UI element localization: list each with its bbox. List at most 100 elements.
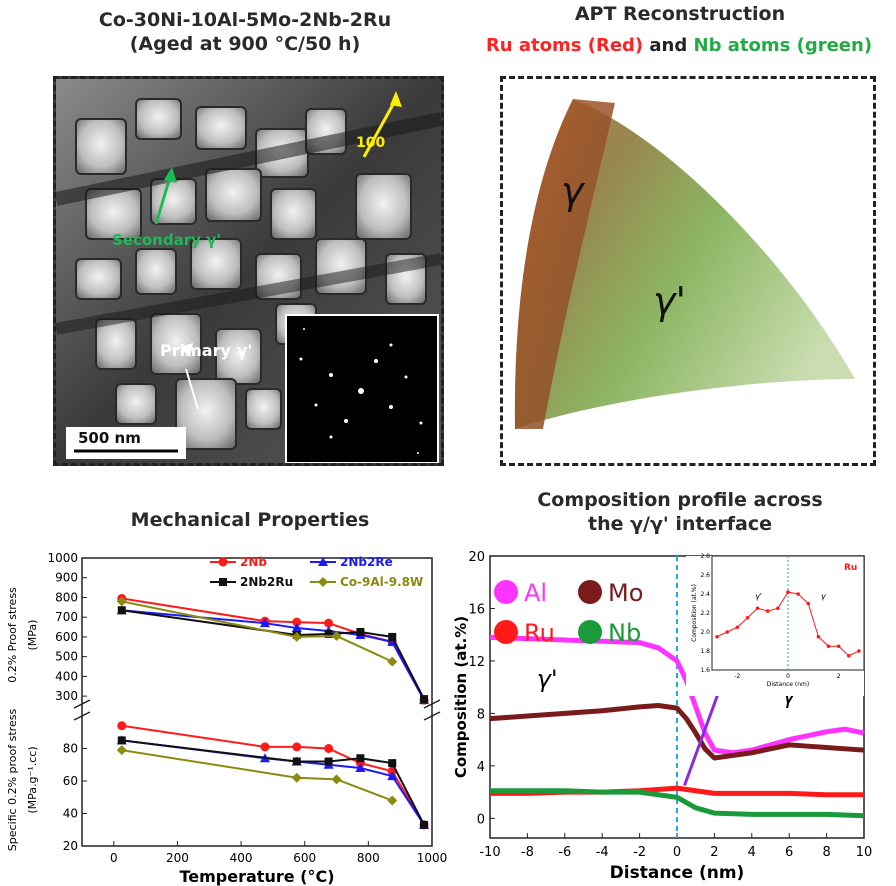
y-tick-label: 40	[63, 807, 78, 821]
inset-title: Ru	[844, 563, 857, 573]
data-point-bottom	[331, 774, 342, 785]
inset-y-tick-label: 2.6	[700, 572, 710, 579]
x-tick-label: 1000	[417, 851, 448, 865]
data-point-bottom	[324, 744, 334, 753]
tem-title-line1: Co-30Ni-10Al-5Mo-2Nb-2Ru	[98, 9, 392, 31]
data-point-bottom	[260, 742, 270, 752]
inset-gamma-label: γ	[821, 592, 827, 601]
inset-ru-point	[755, 606, 760, 611]
data-point-top	[387, 656, 398, 667]
scale-bar-label: 500 nm	[78, 429, 141, 447]
precipitate-cube	[135, 248, 177, 295]
comp-title-line1: Composition profile across	[537, 489, 823, 511]
data-point-top	[292, 617, 302, 627]
y-tick-label: 80	[63, 742, 78, 756]
y-tick-label: 12	[468, 655, 485, 670]
inset-gamma-prime-label: γ'	[755, 592, 762, 601]
data-point-top	[291, 631, 302, 642]
y-tick-label: 20	[63, 839, 78, 853]
inset-ru-point	[826, 644, 831, 649]
inset-x-axis-label: Distance (nm)	[767, 681, 809, 688]
y-axis-label-bottom: Specific 0.2% proof stress	[6, 709, 19, 852]
legend-marker	[318, 557, 328, 566]
profile-line-nb	[490, 788, 865, 819]
axis-break-mark	[73, 699, 91, 709]
precipitate-cube	[75, 258, 122, 300]
x-tick-label: -4	[596, 845, 609, 860]
inset-y-tick-label: 1.8	[700, 648, 710, 655]
data-point-bottom	[291, 772, 302, 783]
legend-label: Al	[524, 579, 547, 607]
inset-ru-point	[786, 590, 790, 594]
x-tick-label: 2	[710, 845, 718, 860]
tem-micrograph-panel: 100 Secondary γ' Primary γ' 500 nm	[53, 76, 444, 466]
precipitate-cube	[75, 118, 127, 175]
inset-ru-point	[857, 649, 861, 653]
data-point-bottom	[324, 757, 333, 766]
inset-background	[686, 556, 864, 696]
x-tick-label: 4	[748, 845, 756, 860]
series-line-bottom	[121, 749, 393, 802]
axis-break-mark	[423, 699, 441, 709]
legend-label: 2Nb	[240, 555, 267, 569]
data-point-bottom	[292, 742, 302, 752]
inset-y-tick-label: 2.0	[700, 629, 710, 636]
comp-title-line2: the γ/γ' interface	[588, 513, 772, 535]
inset-ru-point	[725, 630, 729, 634]
profile-line-mo	[489, 703, 865, 761]
inset-ru-point	[745, 615, 750, 620]
label-100: 100	[356, 135, 386, 151]
y-tick-label: 8	[477, 707, 485, 722]
data-point-top	[356, 628, 365, 636]
inset-ru-point	[715, 634, 719, 639]
tem-title: Co-30Ni-10Al-5Mo-2Nb-2Ru (Aged at 900 °C…	[30, 8, 460, 56]
x-tick-label: -10	[479, 845, 500, 860]
y-tick-label: 700	[55, 610, 78, 624]
legend-marker	[219, 578, 227, 586]
data-point-top	[331, 630, 342, 641]
y-axis-label: Composition (at.%)	[452, 616, 470, 778]
profile-gamma-prime-label: γ'	[537, 665, 558, 693]
inset-y-tick-label: 2.2	[700, 610, 710, 617]
legend-label: Mo	[608, 579, 643, 607]
x-tick-label: 800	[357, 851, 380, 865]
x-tick-label: 0	[673, 845, 681, 860]
data-point-top	[324, 618, 334, 628]
y-tick-label: 500	[55, 650, 78, 664]
precipitate-cube	[190, 238, 242, 290]
x-tick-label: 200	[166, 851, 189, 865]
data-point-bottom	[117, 721, 127, 731]
apt-subtitle-nb: Nb atoms (green)	[693, 35, 873, 56]
y-axis-label-top-unit: (MPa)	[26, 620, 39, 651]
y-tick-label: 16	[468, 602, 485, 617]
y-axis-label-top: 0.2% Proof stress	[6, 587, 19, 683]
label-secondary-gamma-prime: Secondary γ'	[112, 231, 221, 249]
apt-subtitle-and: and	[643, 35, 694, 56]
precipitate-cube	[355, 173, 412, 240]
data-point-top	[324, 629, 333, 638]
apt-subtitle: Ru atoms (Red) and Nb atoms (green)	[455, 34, 896, 58]
y-tick-label: 400	[55, 669, 78, 683]
series-line-bottom	[121, 739, 425, 826]
y-tick-label: 20	[468, 550, 485, 565]
inset-ru-point	[806, 601, 811, 606]
inset-ru-point	[735, 625, 740, 630]
y-axis-label-bottom-unit: (MPa.g⁻¹.cc)	[26, 746, 39, 813]
legend-label: 2Nb2Re	[340, 555, 393, 569]
precipitate-cube	[245, 388, 282, 430]
label-primary-gamma-prime: Primary γ'	[160, 341, 253, 360]
x-tick-label: 8	[822, 845, 830, 860]
x-tick-label: 400	[230, 851, 253, 865]
inset-ru-point	[796, 592, 800, 596]
apt-gamma-prime-label: γ'	[653, 279, 686, 323]
apt-panel: γ γ'	[500, 76, 876, 466]
data-point-bottom	[116, 745, 127, 756]
data-point-top	[117, 606, 126, 615]
y-tick-label: 4	[477, 760, 485, 775]
comp-title: Composition profile across the γ/γ' inte…	[470, 488, 890, 536]
data-point-top	[388, 632, 397, 641]
data-point-bottom	[387, 795, 398, 806]
legend-ball	[494, 620, 518, 644]
